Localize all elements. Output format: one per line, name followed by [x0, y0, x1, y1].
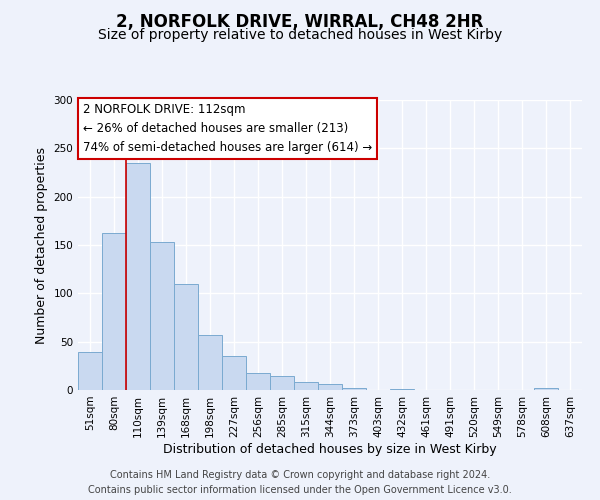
Bar — [534, 388, 558, 390]
Bar — [342, 388, 366, 390]
Text: 2, NORFOLK DRIVE, WIRRAL, CH48 2HR: 2, NORFOLK DRIVE, WIRRAL, CH48 2HR — [116, 12, 484, 30]
Bar — [150, 242, 174, 390]
Bar — [174, 284, 198, 390]
Bar — [390, 389, 414, 390]
Y-axis label: Number of detached properties: Number of detached properties — [35, 146, 48, 344]
Bar — [294, 382, 318, 390]
X-axis label: Distribution of detached houses by size in West Kirby: Distribution of detached houses by size … — [163, 442, 497, 456]
Bar — [270, 376, 294, 390]
Bar — [198, 335, 222, 390]
Bar — [126, 163, 150, 390]
Bar — [102, 234, 126, 390]
Text: 2 NORFOLK DRIVE: 112sqm
← 26% of detached houses are smaller (213)
74% of semi-d: 2 NORFOLK DRIVE: 112sqm ← 26% of detache… — [83, 103, 372, 154]
Bar — [78, 352, 102, 390]
Bar — [318, 384, 342, 390]
Text: Size of property relative to detached houses in West Kirby: Size of property relative to detached ho… — [98, 28, 502, 42]
Bar — [246, 372, 270, 390]
Bar — [222, 356, 246, 390]
Text: Contains HM Land Registry data © Crown copyright and database right 2024.
Contai: Contains HM Land Registry data © Crown c… — [88, 470, 512, 495]
